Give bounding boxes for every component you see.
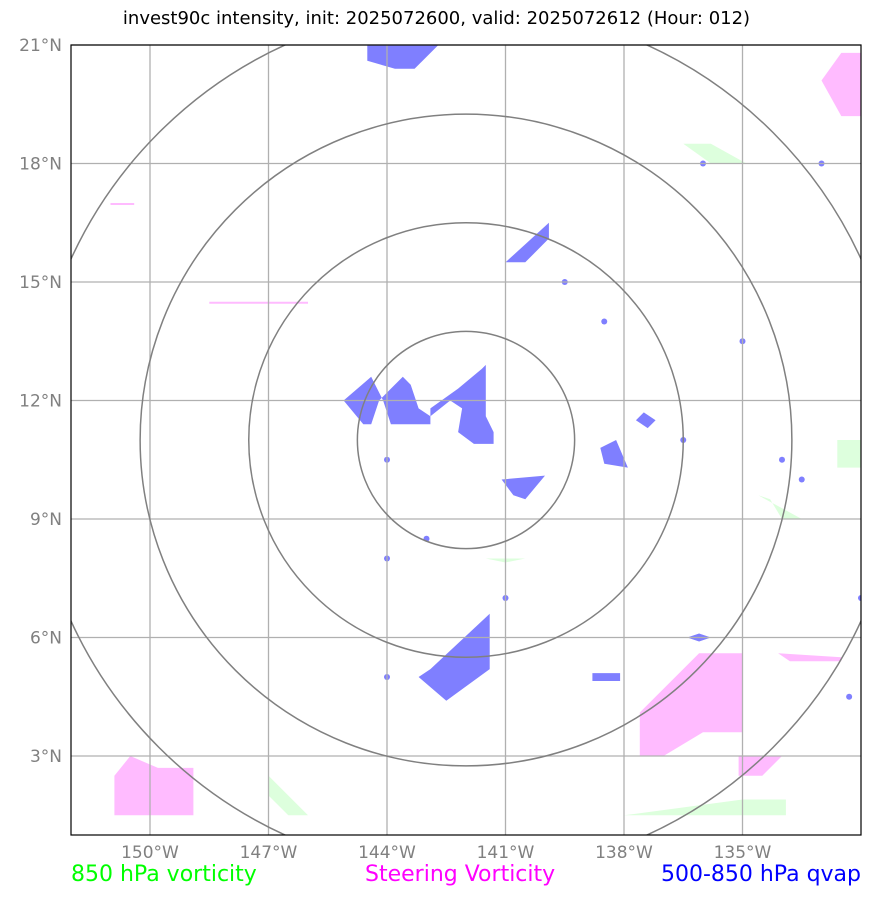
500-850-hpa-qvap-region: [343, 364, 494, 444]
500-850-hpa-qvap-dot: [858, 595, 861, 601]
steering-vorticity-region: [778, 653, 842, 662]
500-850-hpa-qvap-region: [600, 440, 628, 468]
850-hpa-vorticity-region: [624, 799, 786, 816]
steering-vorticity-region: [209, 301, 308, 304]
steering-vorticity-region: [110, 203, 135, 205]
y-tick-label: 12°N: [19, 392, 62, 412]
850-hpa-vorticity-region: [758, 495, 802, 519]
x-tick-label: 150°W: [121, 843, 179, 863]
steering-vorticity-region: [114, 756, 194, 816]
map-title: invest90c intensity, init: 2025072600, v…: [122, 8, 751, 29]
y-tick-label: 21°N: [19, 36, 62, 56]
500-850-hpa-qvap-dot: [846, 693, 853, 700]
legend-steering-vorticity: Steering Vorticity: [365, 862, 556, 887]
y-tick-label: 9°N: [30, 510, 62, 530]
x-tick-label: 138°W: [595, 843, 653, 863]
x-tick-label: 144°W: [358, 843, 416, 863]
y-tick-label: 18°N: [19, 155, 62, 175]
500-850-hpa-qvap-dot: [779, 456, 785, 463]
x-tick-label: 147°W: [240, 843, 298, 863]
500-850-hpa-qvap-dot: [601, 318, 608, 325]
axis-tick-labels: 150°W 147°W 144°W 141°W 138°W 135°W 3°N 6°N 9°N 1…: [19, 36, 771, 863]
legend-850-hpa-vorticity: 850 hPa vorticity: [71, 862, 257, 887]
steering-vorticity-region: [639, 653, 743, 756]
y-tick-label: 15°N: [19, 273, 62, 293]
range-ring: [356, 330, 576, 550]
500-850-hpa-qvap-region: [592, 673, 621, 681]
range-ring: [139, 113, 793, 767]
x-tick-label: 141°W: [477, 843, 535, 863]
steering-vorticity-region: [738, 756, 782, 776]
range-ring: [248, 222, 684, 658]
y-tick-label: 3°N: [30, 747, 62, 767]
lat-lon-gridlines: [71, 44, 861, 835]
500-850-hpa-qvap-region: [505, 222, 549, 263]
500-850-hpa-qvap-region: [501, 475, 545, 500]
500-850-hpa-qvap-region: [635, 412, 656, 429]
500-850-hpa-qvap-region: [367, 45, 439, 69]
850-hpa-vorticity-region: [837, 440, 861, 468]
range-ring: [71, 45, 861, 835]
x-tick-label: 135°W: [714, 843, 772, 863]
data-fill-layers: [110, 45, 861, 816]
legend-500-850-hpa-qvap: 500-850 hPa qvap: [660, 862, 861, 887]
map-frame: [70, 44, 862, 836]
steering-vorticity-region: [821, 52, 861, 117]
y-tick-label: 6°N: [30, 629, 62, 649]
range-rings: [71, 45, 861, 835]
850-hpa-vorticity-region: [268, 775, 308, 816]
500-850-hpa-qvap-dot: [798, 476, 805, 483]
850-hpa-vorticity-region: [683, 143, 747, 164]
